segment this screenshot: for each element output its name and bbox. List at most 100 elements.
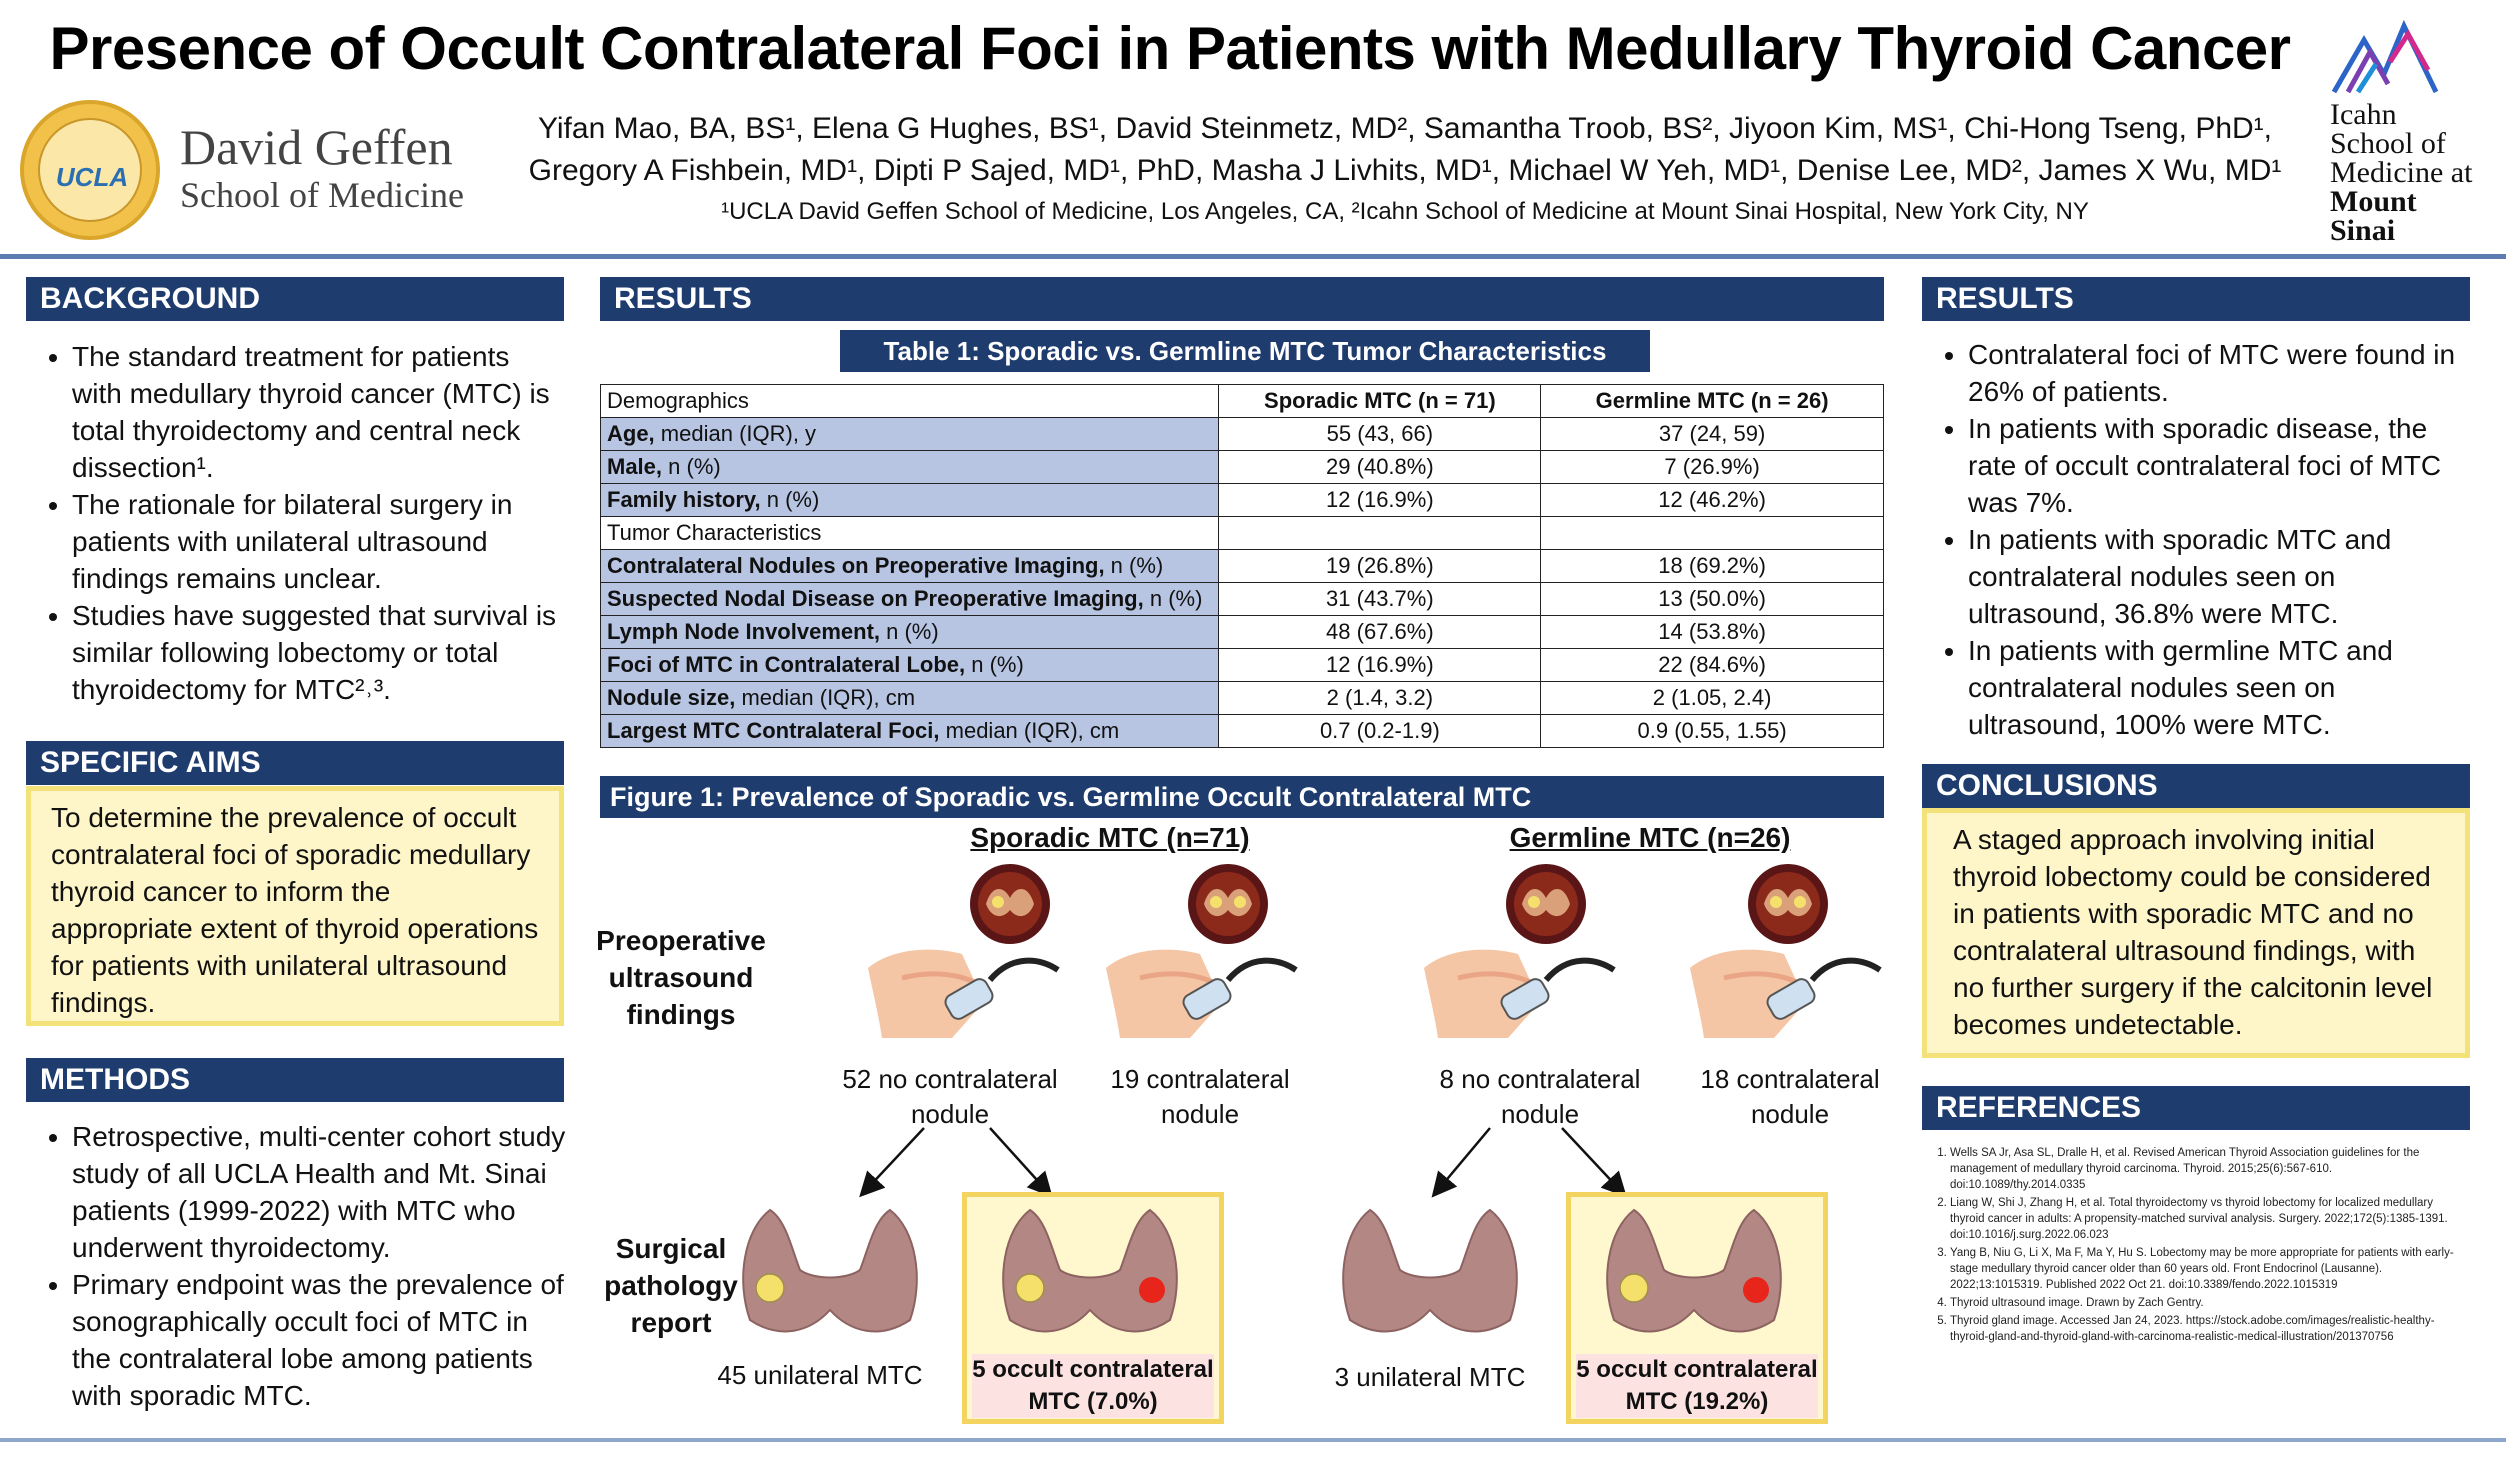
background-bullet: Studies have suggested that survival is … [72,597,566,708]
ultrasound-neck-icon [868,864,1060,1038]
cell-sporadic: 55 (43, 66) [1218,417,1542,451]
reference-item: Thyroid ultrasound image. Drawn by Zach … [1950,1295,2470,1311]
poster-title: Presence of Occult Contralateral Foci in… [49,15,2291,82]
cell-sporadic: 29 (40.8%) [1218,450,1542,484]
characteristics-table: Demographics Sporadic MTC (n = 71) Germl… [599,384,1884,748]
background-bullet: The rationale for bilateral surgery in p… [72,486,566,597]
cell-germline: 14 (53.8%) [1540,615,1884,649]
sporadic-no-nodule-caption: 52 no contralateral nodule [842,1064,1058,1129]
results-heading-right: RESULTS [1922,277,2470,321]
row-label: Contralateral Nodules on Preoperative Im… [599,549,1220,583]
pathology-row-label: Surgical pathology report [604,1233,738,1338]
affiliations: ¹UCLA David Geffen School of Medicine, L… [721,198,2089,225]
row-label: Largest MTC Contralateral Foci, median (… [599,714,1220,748]
cell-germline: 7 (26.9%) [1540,450,1884,484]
cell-sporadic: 12 (16.9%) [1218,483,1542,517]
row-label: Family history, n (%) [599,483,1220,517]
sporadic-nodule-caption: 19 contralateral nodule [1110,1064,1290,1129]
icahn-logo-text: Icahn School of Medicine at Mount Sinai [2330,98,2473,247]
cell-germline: 18 (69.2%) [1540,549,1884,583]
results-heading-center: RESULTS [600,277,1884,321]
row-label: Foci of MTC in Contralateral Lobe, n (%) [599,648,1220,682]
row-label: Nodule size, median (IQR), cm [599,681,1220,715]
mount-sinai-logo-icon [2331,19,2439,94]
footer-divider [0,1438,2506,1442]
authors-line-2: Gregory A Fishbein, MD¹, Dipti P Sajed, … [528,154,2282,187]
icahn-line-5: Sinai [2330,214,2396,247]
icahn-line-3: Medicine at [2330,156,2473,189]
results-summary: Contralateral foci of MTC were found in … [1922,336,2470,743]
ucla-seal-logo: UCLA [20,100,160,240]
author-list: Yifan Mao, BA, BS¹, Elena G Hughes, BS¹,… [520,108,2290,192]
table-row: Largest MTC Contralateral Foci, median (… [599,714,1884,748]
methods-bullet: Retrospective, multi-center cohort study… [72,1118,566,1266]
background-bullet: The standard treatment for patients with… [72,338,566,486]
germline-no-nodule-caption: 8 no contralateral nodule [1439,1064,1641,1129]
cell-germline: 0.9 (0.55, 1.55) [1540,714,1884,748]
table-header-germline: Germline MTC (n = 26) [1540,384,1884,418]
cell-sporadic: 2 (1.4, 3.2) [1218,681,1542,715]
header-divider [0,254,2506,259]
school-of-medicine-text: School of Medicine [180,175,464,215]
sporadic-occult-caption: 5 occult contralateral MTC (7.0%) [972,1354,1214,1418]
table-row: Age, median (IQR), y 55 (43, 66) 37 (24,… [599,417,1884,451]
methods-heading: METHODS [26,1058,564,1102]
conclusions-heading: CONCLUSIONS [1922,764,2470,808]
methods-bullet: Primary endpoint was the prevalence of s… [72,1266,566,1414]
row-label: Suspected Nodal Disease on Preoperative … [599,582,1220,616]
cell-germline: 22 (84.6%) [1540,648,1884,682]
results-bullet: Contralateral foci of MTC were found in … [1968,336,2470,410]
reference-item: Wells SA Jr, Asa SL, Dralle H, et al. Re… [1950,1145,2470,1193]
specific-aims-heading: SPECIFIC AIMS [26,741,564,785]
germline-nodule-caption: 18 contralateral nodule [1700,1064,1880,1129]
cell-sporadic: 31 (43.7%) [1218,582,1542,616]
icahn-line-2: School of [2330,127,2446,160]
row-label: Lymph Node Involvement, n (%) [599,615,1220,649]
row-label: Male, n (%) [599,450,1220,484]
cell-germline: 2 (1.05, 2.4) [1540,681,1884,715]
germline-group-label: Germline MTC (n=26) [1509,822,1791,853]
ultrasound-neck-icon [1424,864,1616,1038]
table-row: Nodule size, median (IQR), cm 2 (1.4, 3.… [599,681,1884,715]
table-row: Male, n (%) 29 (40.8%) 7 (26.9%) [599,450,1884,484]
reference-item: Yang B, Niu G, Li X, Ma F, Ma Y, Hu S. L… [1950,1245,2470,1293]
reference-item: Thyroid gland image. Accessed Jan 24, 20… [1950,1313,2470,1345]
germline-occult-caption: 5 occult contralateral MTC (19.2%) [1576,1354,1818,1418]
table-header-sporadic: Sporadic MTC (n = 71) [1218,384,1542,418]
cell-sporadic: 0.7 (0.2-1.9) [1218,714,1542,748]
cell-sporadic: 48 (67.6%) [1218,615,1542,649]
methods-section: Retrospective, multi-center cohort study… [26,1118,566,1414]
table-row: Contralateral Nodules on Preoperative Im… [599,549,1884,583]
cell-germline: 37 (24, 59) [1540,417,1884,451]
arrow-icon [1561,1127,1627,1198]
table-row: Suspected Nodal Disease on Preoperative … [599,582,1884,616]
cell-sporadic: 12 (16.9%) [1218,648,1542,682]
ucla-seal-text: UCLA [55,162,129,192]
figure-title: Figure 1: Prevalence of Sporadic vs. Ger… [600,776,1884,818]
table-section-label: Tumor Characteristics [599,516,1220,550]
row-label: Age, median (IQR), y [599,417,1220,451]
icahn-line-4: Mount [2330,185,2417,218]
background-section: The standard treatment for patients with… [26,338,566,708]
table-header-row: Demographics Sporadic MTC (n = 71) Germl… [599,384,1884,418]
arrow-icon [989,1127,1053,1198]
results-bullet: In patients with sporadic MTC and contra… [1968,521,2470,632]
empty-cell [1540,516,1884,550]
conclusions-box: A staged approach involving initial thyr… [1922,808,2470,1058]
table-row: Foci of MTC in Contralateral Lobe, n (%)… [599,648,1884,682]
arrow-icon [859,1127,925,1198]
authors-line-1: Yifan Mao, BA, BS¹, Elena G Hughes, BS¹,… [537,112,2273,145]
icahn-line-1: Icahn [2330,98,2397,131]
ultrasound-neck-icon [1690,864,1882,1038]
thyroid-gland-icon [1606,1208,1782,1333]
germline-unilateral-caption: 3 unilateral MTC [1334,1362,1526,1392]
results-bullet: In patients with sporadic disease, the r… [1968,410,2470,521]
sporadic-group-label: Sporadic MTC (n=71) [970,822,1250,853]
specific-aims-box: To determine the prevalence of occult co… [26,786,564,1026]
table-row: Lymph Node Involvement, n (%) 48 (67.6%)… [599,615,1884,649]
table-header-demographics: Demographics [599,384,1220,418]
table-row: Family history, n (%) 12 (16.9%) 12 (46.… [599,483,1884,517]
references-heading: REFERENCES [1922,1086,2470,1130]
sporadic-unilateral-caption: 45 unilateral MTC [717,1360,923,1390]
results-bullet: In patients with germline MTC and contra… [1968,632,2470,743]
